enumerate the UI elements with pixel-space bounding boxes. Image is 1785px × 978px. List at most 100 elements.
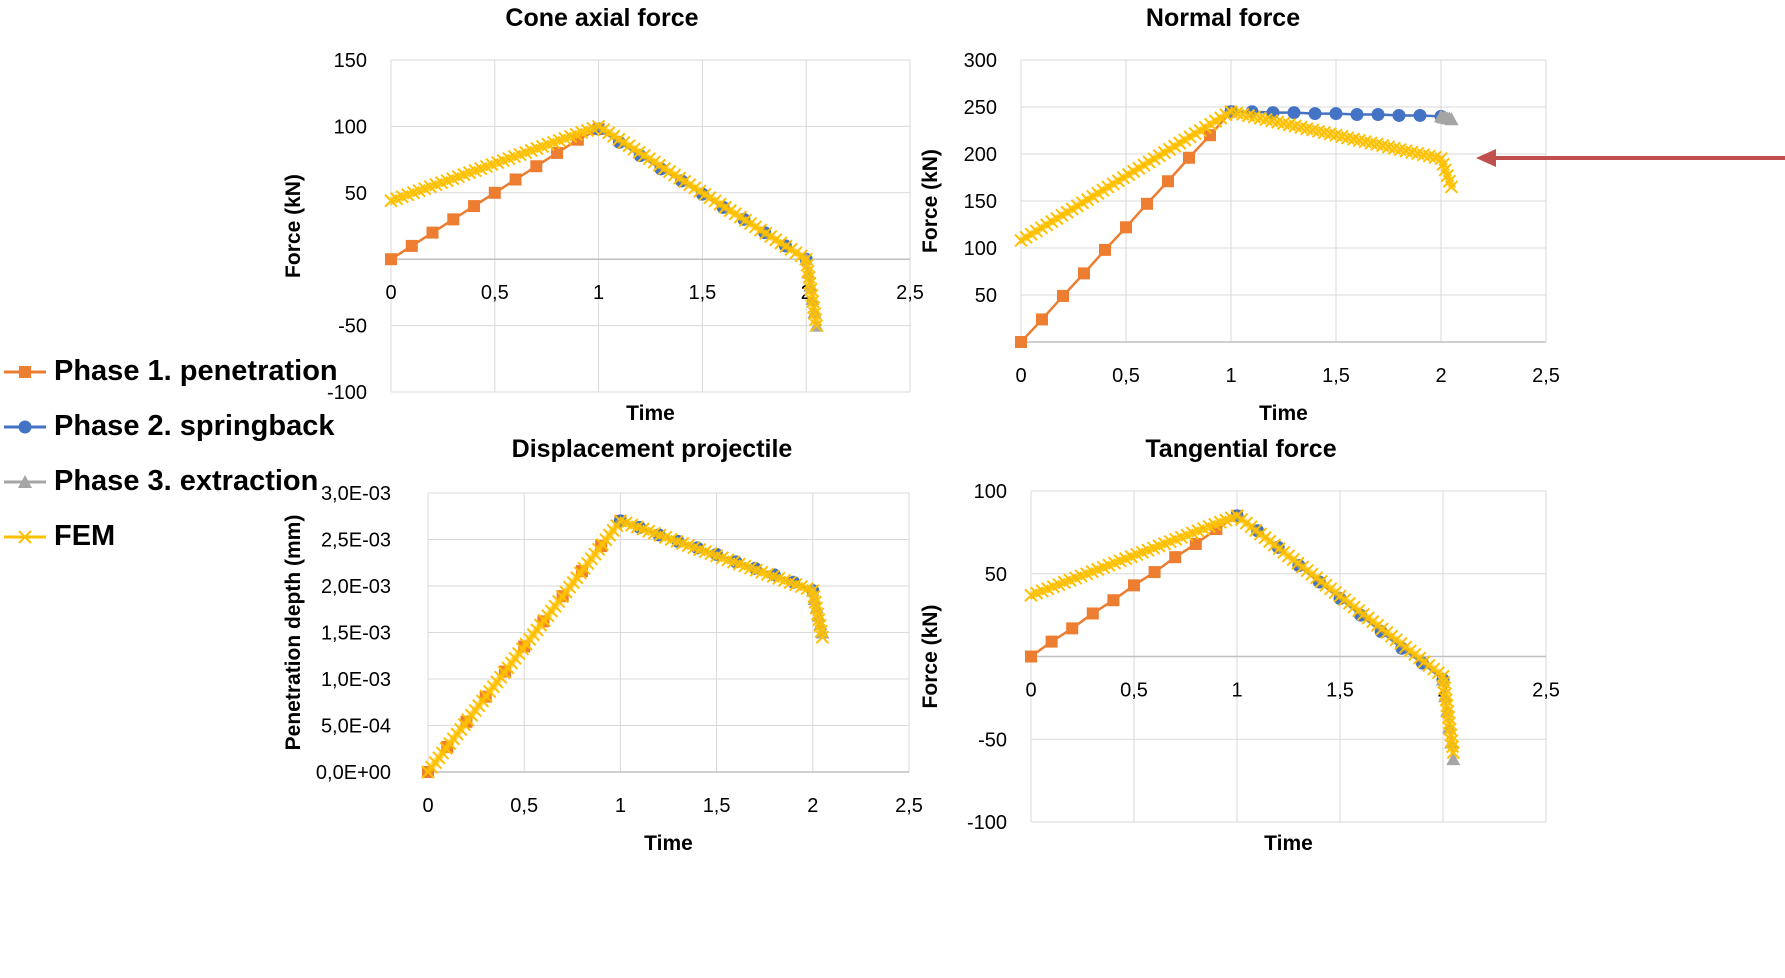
- series-fem: [421, 514, 830, 779]
- data-point-phase1: [488, 186, 501, 199]
- series-line-fem: [425, 517, 826, 775]
- data-point-fem-stroke-b: [799, 252, 813, 266]
- y-tick-label: 50: [345, 183, 367, 205]
- chart-2: 50 100 150 200 250 300 0 0,5 1 1,5 2 2,5 Normal forc…: [919, 4, 1560, 425]
- data-point-phase2: [1308, 107, 1322, 121]
- legend-swatch-phase1: [0, 357, 50, 387]
- legend-item-phase3: Phase 3. extraction: [0, 454, 360, 509]
- data-point-fem-stroke-b: [687, 540, 701, 555]
- data-point-fem-stroke-b: [1335, 129, 1349, 144]
- data-point-fem-stroke-b: [1288, 119, 1302, 133]
- series-fem: [1014, 104, 1459, 248]
- data-point-fem-stroke-b: [681, 538, 696, 553]
- data-point-fem-stroke-b: [1442, 174, 1457, 188]
- data-point-fem-stroke-b: [657, 161, 672, 176]
- legend-label-phase3: Phase 3. extraction: [54, 465, 319, 497]
- x-tick-label: 2,5: [1532, 680, 1560, 702]
- chart-title: Displacement projectile: [512, 435, 793, 463]
- data-point-fem-stroke-b: [602, 126, 616, 140]
- data-point-fem-stroke-b: [808, 312, 823, 327]
- data-point-fem-stroke-b: [774, 236, 788, 250]
- data-point-phase1: [405, 239, 418, 252]
- x-tick-label: 0,5: [481, 282, 509, 304]
- data-point-fem-stroke-b: [1375, 138, 1390, 153]
- data-point-fem-stroke-b: [1441, 710, 1456, 725]
- chart-title: Tangential force: [1145, 435, 1336, 463]
- data-point-fem-stroke-b: [1440, 698, 1454, 713]
- x-tick-label: 1,5: [703, 795, 731, 817]
- data-point-fem-stroke-b: [794, 249, 808, 263]
- data-point-phase1: [1078, 267, 1090, 280]
- data-point-fem-stroke-b: [636, 522, 650, 536]
- data-point-fem-stroke-b: [772, 571, 786, 586]
- data-point-fem-stroke-b: [726, 555, 741, 569]
- data-point-phase1: [1204, 129, 1216, 142]
- data-point-fem-stroke-b: [1443, 722, 1457, 736]
- x-tick-label: 1: [1225, 365, 1236, 387]
- data-point-fem-stroke-b: [1300, 121, 1314, 136]
- data-point-fem-stroke-b: [1442, 716, 1457, 730]
- data-point-fem-stroke-b: [693, 184, 707, 198]
- series-phase1: [1015, 105, 1237, 348]
- data-point-fem-stroke-b: [1247, 110, 1262, 124]
- data-point-fem: [809, 318, 824, 333]
- x-tick-label: 0: [1015, 365, 1026, 387]
- data-point-fem-stroke-b: [809, 601, 824, 615]
- data-point-fem-stroke-b: [779, 239, 793, 253]
- data-point-fem-stroke-b: [658, 530, 673, 545]
- legend: Phase 1. penetration Phase 2. springback…: [0, 344, 360, 564]
- data-point-phase1: [1148, 566, 1161, 579]
- data-point-fem-stroke-b: [800, 258, 814, 272]
- y-tick-label: 2,0E-03: [321, 576, 391, 598]
- y-axis-label: Force (kN): [919, 149, 942, 253]
- series-phase1: [385, 123, 605, 266]
- y-tick-label: 1,0E-03: [321, 669, 391, 691]
- data-point-fem-stroke-b: [653, 528, 667, 542]
- y-tick-label: 50: [975, 285, 997, 307]
- data-point-fem-stroke-b: [755, 565, 769, 579]
- data-point-fem-stroke-b: [692, 542, 707, 557]
- data-point-fem-stroke-b: [812, 613, 826, 627]
- data-point-fem-stroke-b: [670, 534, 684, 549]
- data-point-phase1: [1107, 594, 1120, 607]
- x-tick-label: 2,5: [895, 795, 923, 817]
- data-point-fem-stroke-b: [683, 177, 697, 192]
- x-tick-label: 2,5: [896, 282, 924, 304]
- data-point-fem-stroke-b: [662, 165, 677, 179]
- data-point-fem-stroke-b: [766, 569, 780, 583]
- data-point-phase1: [509, 173, 522, 186]
- data-point-fem: [815, 630, 830, 644]
- data-point-fem-stroke-b: [1393, 142, 1407, 157]
- data-point-fem-stroke-b: [704, 547, 718, 561]
- data-point-fem-stroke-b: [630, 520, 645, 534]
- data-point-fem-stroke-b: [625, 518, 639, 532]
- data-point-fem-stroke-b: [1235, 107, 1250, 122]
- x-axis-label: Time: [626, 402, 675, 425]
- data-point-fem-stroke-b: [1437, 675, 1451, 689]
- x-tick-label: 0,5: [1112, 365, 1140, 387]
- y-tick-label: 150: [334, 50, 367, 72]
- data-point-fem-stroke-b: [1224, 104, 1238, 119]
- data-point-fem: [1446, 745, 1461, 760]
- data-point-fem-stroke-b: [1444, 180, 1459, 194]
- series-line-fem: [1019, 108, 1455, 244]
- legend-marker-svg: [4, 474, 46, 488]
- data-point-phase1: [1066, 622, 1079, 635]
- data-point-fem-stroke-b: [1444, 728, 1458, 742]
- data-point-fem-stroke-b: [784, 242, 798, 257]
- data-point-fem-stroke-b: [613, 514, 628, 528]
- legend-marker-svg: [4, 365, 46, 378]
- x-tick-label: 1: [593, 282, 604, 304]
- x-tick-label: 1: [615, 795, 626, 817]
- data-point-fem: [1444, 180, 1459, 194]
- data-point-fem-stroke-b: [1311, 124, 1326, 138]
- data-point-fem-stroke-b: [642, 152, 656, 166]
- y-tick-label: -100: [967, 812, 1007, 834]
- data-point-fem-stroke-b: [1370, 137, 1384, 152]
- data-point-fem-stroke-b: [596, 122, 611, 137]
- data-point-fem-stroke-b: [777, 573, 792, 588]
- data-point-phase1: [1036, 313, 1048, 326]
- legend-label-phase1: Phase 1. penetration: [54, 355, 338, 387]
- data-point-fem-stroke-b: [698, 187, 712, 202]
- y-tick-label: 200: [964, 144, 997, 166]
